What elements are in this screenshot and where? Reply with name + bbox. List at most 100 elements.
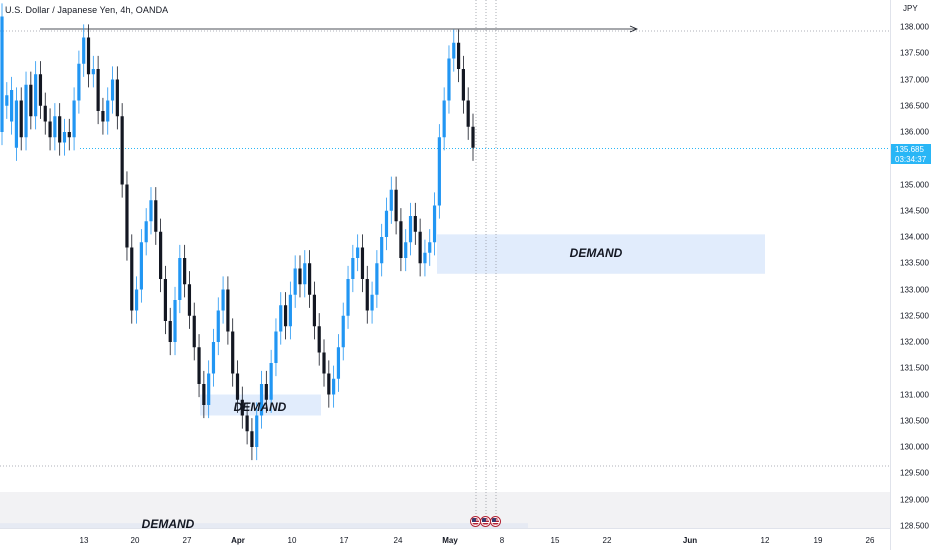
us-flag-icon[interactable] [490, 516, 501, 527]
time-tick: 8 [499, 536, 505, 545]
price-tick: 129.500 [900, 468, 929, 478]
candle-body [5, 95, 9, 106]
symbol-title[interactable]: U.S. Dollar / Japanese Yen, 4h, OANDA [5, 5, 169, 15]
candle-body [293, 268, 297, 295]
candle-body [211, 342, 216, 374]
candle-body [456, 42, 461, 69]
candle-body [53, 116, 57, 138]
bar-countdown: 03:34:37 [895, 155, 927, 164]
candle-body [72, 100, 76, 138]
price-tick: 134.000 [900, 232, 929, 242]
candle-body [312, 294, 316, 327]
candle-body [207, 373, 211, 405]
candle-body [67, 132, 71, 138]
price-tick: 136.000 [900, 127, 929, 137]
candle-body [245, 415, 249, 432]
candle-body [38, 74, 43, 106]
candle-body [250, 431, 254, 447]
candle-body [356, 247, 360, 258]
price-tick: 135.000 [900, 180, 929, 189]
candle-body [442, 100, 446, 138]
candle-body [461, 69, 465, 101]
candle-body [288, 294, 292, 327]
candlestick-chart[interactable] [0, 0, 890, 528]
price-tick: 138.000 [900, 22, 929, 32]
candle-body [101, 111, 105, 122]
candle-body [91, 69, 95, 75]
candle-body [43, 105, 47, 122]
currency-label: JPY [903, 4, 918, 13]
candle-body [29, 84, 33, 117]
chart-area[interactable]: U.S. Dollar / Japanese Yen, 4h, OANDA DE… [0, 0, 890, 528]
time-tick: May [442, 536, 458, 545]
candle-body [197, 347, 201, 384]
candle-body [120, 116, 124, 185]
time-tick: 12 [760, 536, 770, 545]
price-tick: 132.500 [900, 311, 929, 321]
candle-body [437, 137, 441, 206]
price-tick: 137.500 [900, 48, 929, 58]
candle-body [380, 237, 384, 264]
candle-body [130, 247, 134, 311]
candle-body [279, 305, 283, 332]
time-tick: 10 [287, 536, 297, 545]
candle-body [336, 347, 341, 379]
candle-body [58, 116, 62, 143]
candle-body [231, 331, 235, 374]
demand-zone [437, 234, 765, 274]
candle-body [471, 126, 475, 148]
candle-body [144, 221, 148, 243]
demand-zone-label: DEMAND [141, 517, 195, 528]
last-price-label: 135.685 03:34:37 [891, 144, 931, 164]
candle-body [370, 294, 374, 311]
candle-body [274, 331, 278, 363]
demand-zone-label: DEMAND [233, 400, 287, 414]
price-tick: 130.500 [900, 416, 929, 426]
time-axis[interactable]: 13 20 27 Apr 10 17 24 May 8 15 22 Jun 12 19 26 [0, 528, 890, 550]
price-tick: 131.500 [900, 363, 929, 373]
price-tick: 133.000 [900, 285, 929, 294]
candle-body [221, 289, 225, 311]
candle-body [192, 315, 196, 348]
candle-body [307, 263, 312, 295]
candle-body [428, 242, 432, 253]
candle-body [404, 242, 408, 258]
candle-body [360, 247, 365, 279]
candle-body [163, 279, 168, 321]
candle-body [399, 221, 403, 258]
price-axis[interactable]: JPY 138.000 137.500 137.000 136.500 136.000 1… [890, 0, 932, 550]
candle-body [240, 399, 244, 416]
demand-zone-label: DEMAND [569, 246, 623, 260]
candle-body [298, 268, 302, 285]
arrow-head [629, 25, 639, 33]
time-tick: 17 [339, 536, 349, 545]
price-tick: 131.000 [900, 390, 929, 399]
candle-body [0, 16, 4, 132]
candle-body [283, 305, 288, 327]
candle-body [235, 373, 240, 400]
time-tick: 24 [393, 536, 403, 545]
price-tick: 134.500 [900, 206, 929, 216]
candle-body [413, 216, 417, 232]
candle-body [351, 258, 355, 279]
candle-body [447, 58, 451, 101]
candle-body [432, 205, 437, 243]
candle-body [159, 231, 163, 279]
candle-body [24, 84, 28, 138]
candle-body [178, 258, 182, 300]
candle-body [423, 252, 427, 264]
candle-body [96, 69, 100, 111]
candle-body [110, 79, 115, 101]
time-tick: 19 [813, 536, 823, 545]
candle-body [452, 42, 456, 59]
candle-body [125, 184, 129, 248]
candle-body [168, 321, 172, 342]
candle-body [62, 132, 67, 143]
time-tick: Jun [682, 536, 698, 545]
time-tick: Apr [231, 536, 245, 545]
candle-body [106, 100, 110, 122]
candle-body [154, 200, 158, 232]
candle-body [259, 384, 264, 416]
time-tick: 27 [182, 536, 192, 545]
candle-body [375, 263, 379, 295]
